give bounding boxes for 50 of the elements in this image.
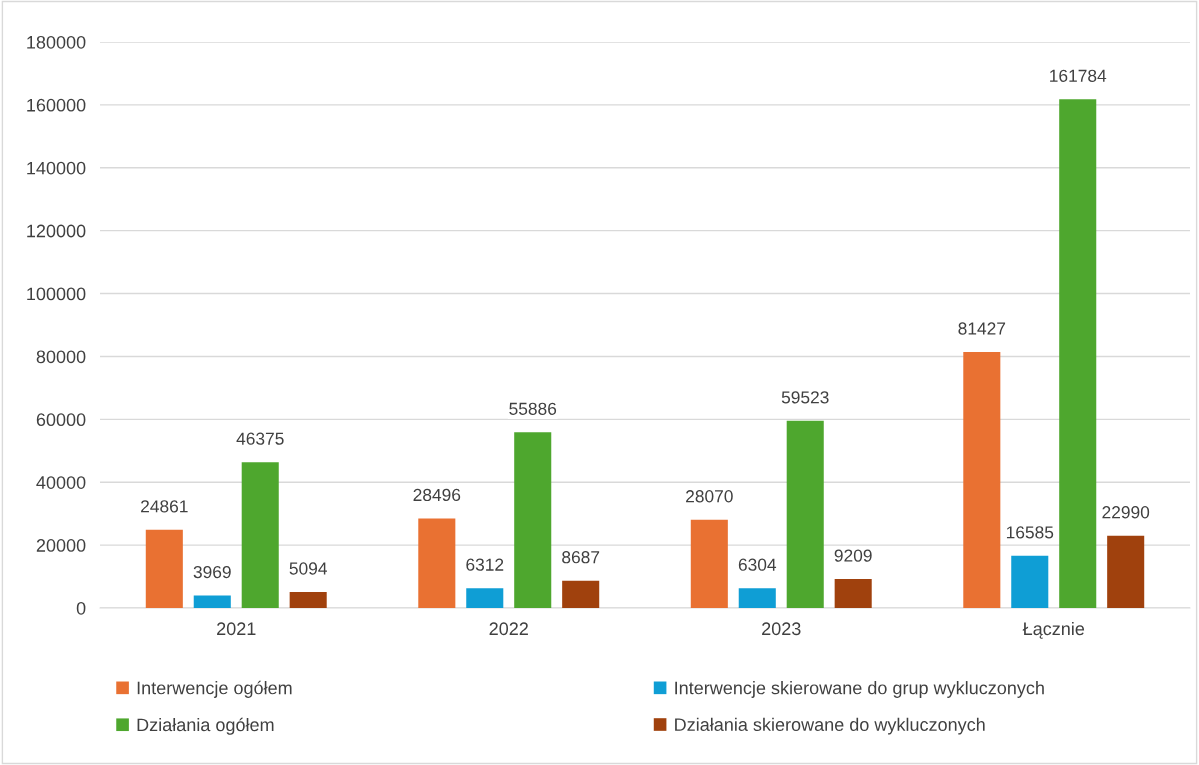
legend-label: Interwencje ogółem bbox=[137, 680, 292, 698]
data-label: 5094 bbox=[289, 562, 327, 575]
data-label: 46375 bbox=[236, 432, 284, 445]
y-tick-label: 60000 bbox=[36, 413, 86, 427]
data-label: 28496 bbox=[413, 488, 461, 502]
data-label: 6312 bbox=[466, 558, 504, 571]
legend-label: Interwencje skierowane do grup wykluczonych bbox=[675, 681, 1044, 698]
bar bbox=[738, 588, 776, 608]
bar bbox=[145, 529, 183, 608]
bar bbox=[1011, 555, 1049, 608]
data-label: 6304 bbox=[738, 558, 777, 571]
y-tick-label: 100000 bbox=[27, 287, 86, 301]
data-label: 9209 bbox=[834, 549, 872, 562]
data-label: 3969 bbox=[193, 565, 231, 579]
y-tick-label: 160000 bbox=[27, 98, 86, 112]
bar bbox=[690, 519, 728, 608]
y-tick-label: 180000 bbox=[27, 35, 86, 49]
data-label: 28070 bbox=[686, 490, 733, 503]
data-label: 59523 bbox=[781, 391, 829, 404]
bar bbox=[1107, 535, 1145, 608]
x-tick-label: 2021 bbox=[217, 622, 256, 636]
bar bbox=[562, 580, 600, 608]
bar bbox=[514, 432, 552, 608]
y-tick-label: 0 bbox=[76, 601, 86, 615]
bar bbox=[1059, 99, 1097, 608]
x-tick-label: Łącznie bbox=[1022, 621, 1085, 639]
data-label: 16585 bbox=[1006, 526, 1054, 539]
x-tick-label: 2022 bbox=[489, 622, 528, 636]
y-tick-label: 40000 bbox=[36, 476, 86, 489]
y-tick-label: 80000 bbox=[36, 350, 86, 364]
y-tick-label: 140000 bbox=[27, 161, 86, 175]
bar bbox=[834, 579, 872, 608]
bar bbox=[418, 518, 456, 608]
bar bbox=[963, 351, 1001, 608]
y-tick-label: 120000 bbox=[27, 224, 86, 238]
legend-label: Działania ogółem bbox=[137, 717, 274, 735]
bar bbox=[786, 420, 824, 608]
data-label: 161784 bbox=[1050, 69, 1107, 82]
data-label: 22990 bbox=[1102, 506, 1150, 519]
data-label: 8687 bbox=[562, 551, 600, 564]
data-label: 55886 bbox=[509, 402, 557, 415]
y-tick-label: 20000 bbox=[36, 539, 86, 552]
x-tick-label: 2023 bbox=[762, 622, 801, 636]
bar bbox=[466, 588, 504, 608]
bar bbox=[193, 595, 231, 608]
data-label: 81427 bbox=[958, 322, 1006, 335]
legend-label: Działania skierowane do wykluczonych bbox=[675, 717, 985, 735]
bar bbox=[241, 462, 279, 608]
data-label: 24861 bbox=[141, 500, 188, 513]
bar bbox=[289, 591, 327, 608]
